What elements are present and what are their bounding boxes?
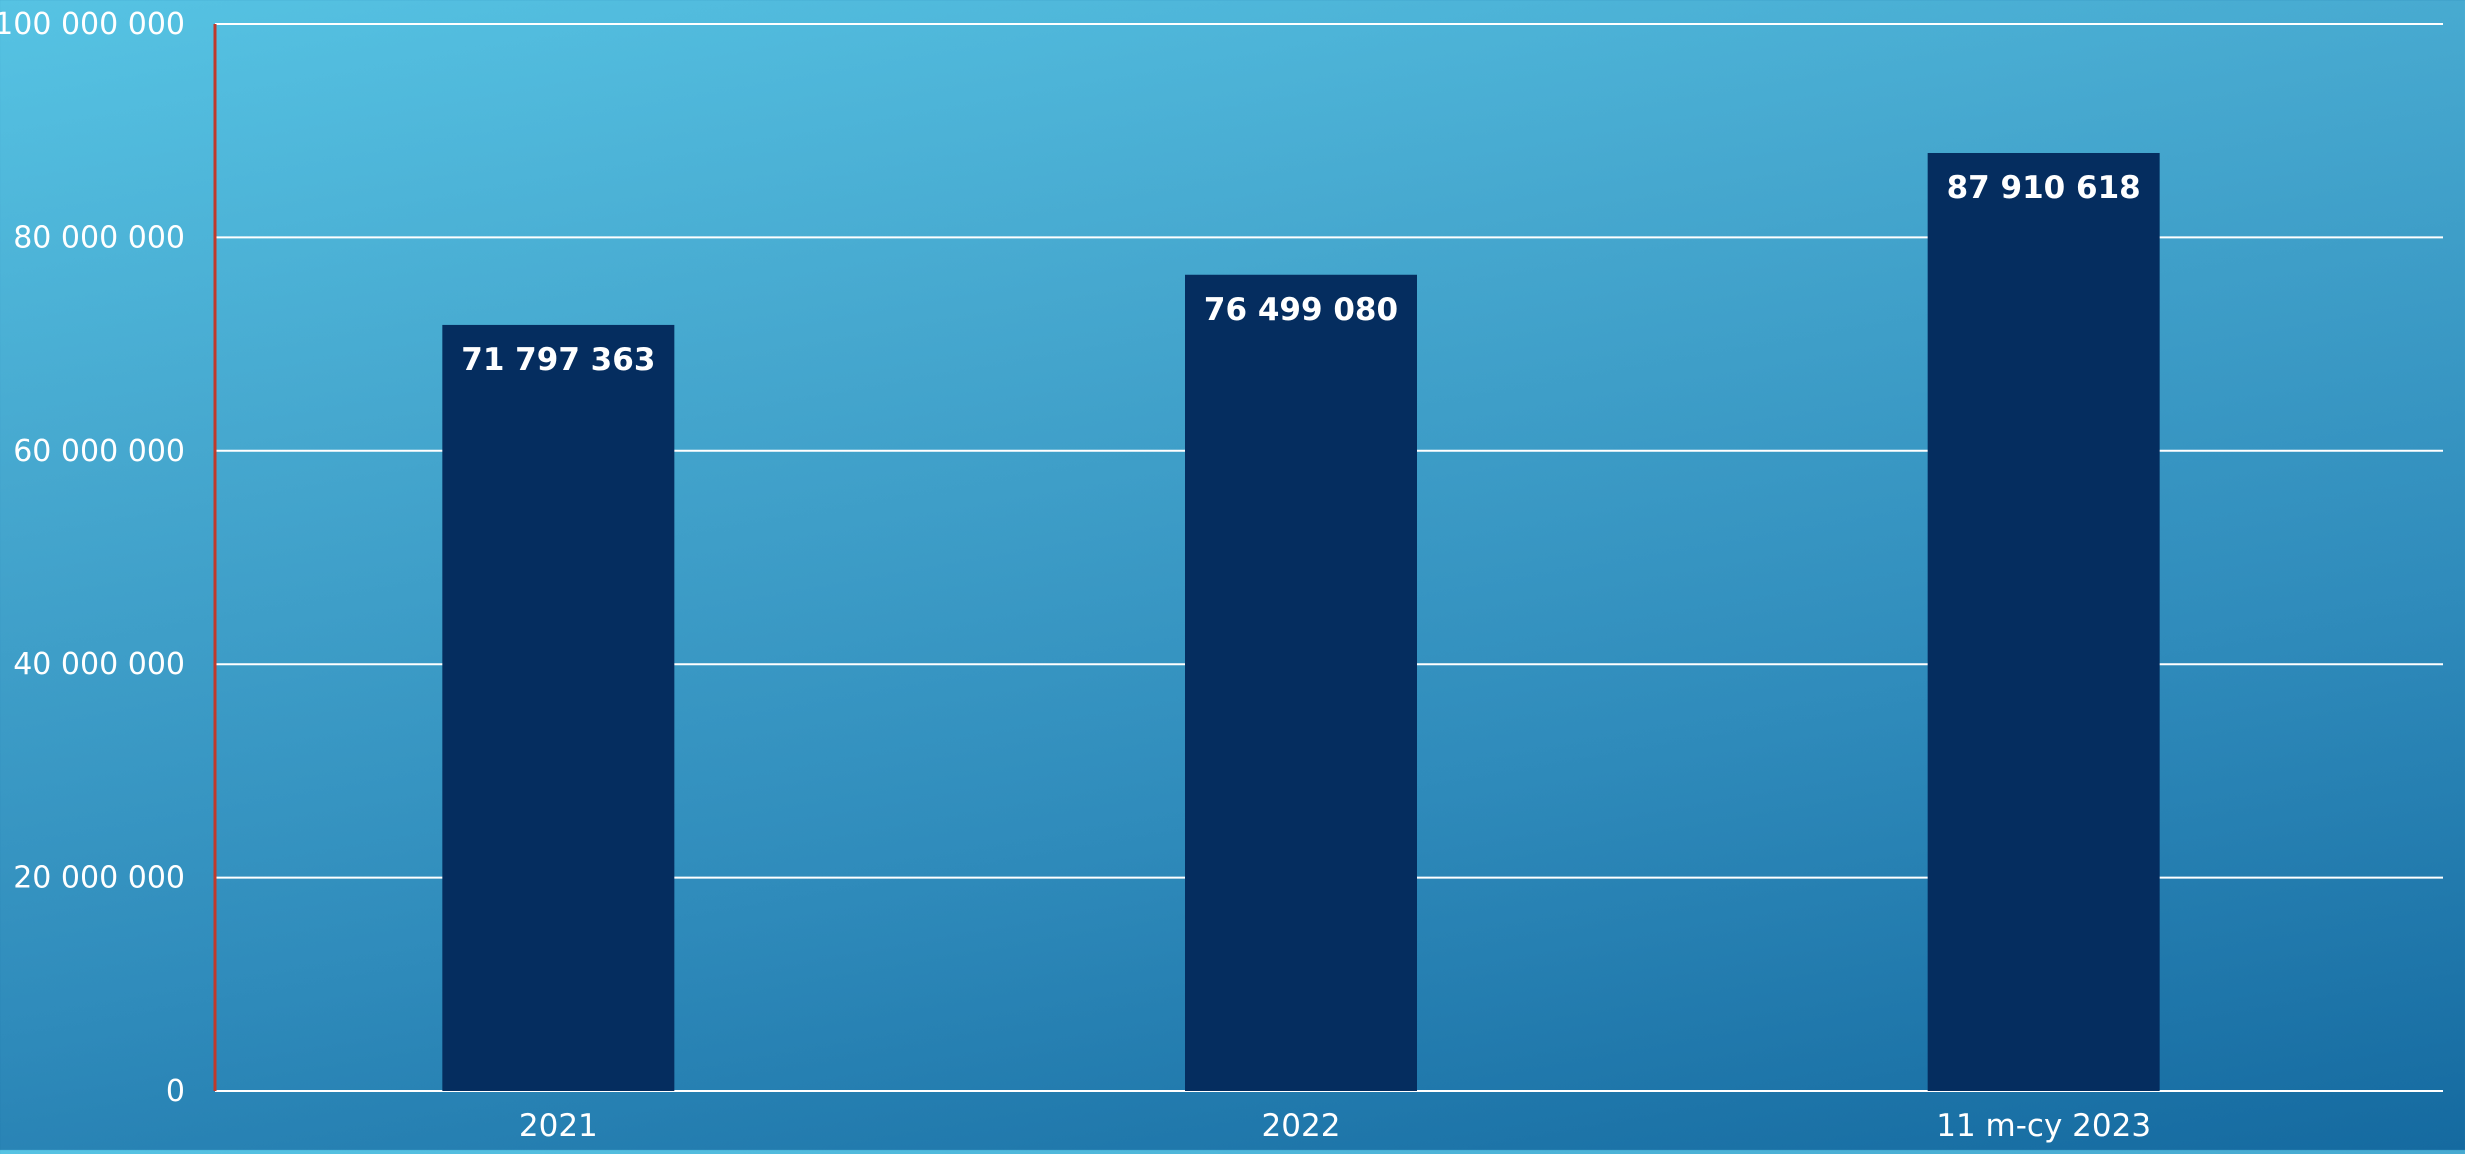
bar <box>442 324 675 1092</box>
data-label: 76 499 080 <box>1204 292 1398 328</box>
y-tick-label: 60 000 000 <box>13 434 185 469</box>
bar <box>1185 274 1417 1091</box>
y-tick-label: 100 000 000 <box>0 7 185 42</box>
y-tick-label: 80 000 000 <box>13 220 185 255</box>
y-tick-label: 0 <box>166 1074 185 1109</box>
bar <box>1927 152 2160 1091</box>
data-label: 87 910 618 <box>1947 170 2141 206</box>
x-tick-label: 2022 <box>1262 1108 1341 1144</box>
x-tick-label: 2021 <box>519 1108 598 1144</box>
data-label: 71 797 363 <box>461 342 655 378</box>
x-tick-label: 11 m-cy 2023 <box>1936 1108 2151 1144</box>
y-tick-label: 40 000 000 <box>13 647 185 682</box>
labels: 0 20 000 000 40 000 000 60 000 000 80 000 00… <box>0 7 2151 1144</box>
y-tick-label: 20 000 000 <box>13 861 185 896</box>
bars <box>442 152 2160 1092</box>
